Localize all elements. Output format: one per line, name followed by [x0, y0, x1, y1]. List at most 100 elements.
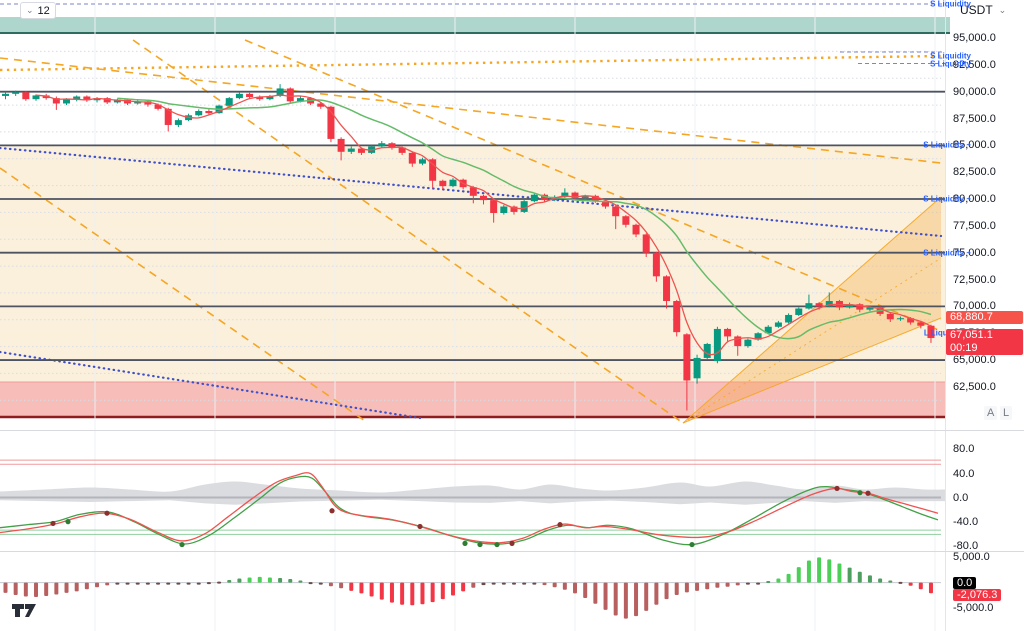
candle [266, 95, 274, 100]
price-scale-currency-button[interactable]: USDT ⌄ [956, 2, 1011, 18]
histogram-bar [206, 582, 211, 585]
histogram-bar [430, 582, 435, 603]
liquidity-label: S Liquidity [930, 0, 971, 9]
axis-label: 65,000.0 [953, 354, 996, 367]
candle [113, 99, 121, 103]
histogram-bar [64, 582, 69, 593]
histogram-value-badge: -2,076.3 [953, 588, 1002, 601]
candle [103, 98, 111, 103]
histogram-bar [857, 571, 862, 583]
candle [581, 195, 589, 198]
axis-label: 95,000.0 [953, 32, 996, 44]
histogram-bar [105, 582, 110, 586]
histogram-bar [288, 578, 293, 583]
histogram-bar [3, 582, 8, 593]
histogram-bar [623, 582, 628, 619]
histogram-bar [928, 582, 933, 594]
candle [642, 234, 650, 253]
histogram-bar [735, 582, 740, 586]
signal-dot [865, 490, 871, 496]
signal-dot [65, 519, 71, 525]
candle [724, 328, 732, 337]
histogram-bar [389, 582, 394, 603]
candle [907, 318, 915, 323]
candle [917, 322, 925, 326]
liquidity-label: S Liquidity ~ [923, 140, 971, 150]
pane-separator-2[interactable] [0, 551, 1024, 552]
signal-dot [50, 520, 56, 527]
histogram-bar [888, 580, 893, 583]
tradingview-logo[interactable] [11, 602, 37, 618]
axis-label: 92,500.0 [953, 58, 996, 71]
histogram-bar [410, 582, 415, 606]
signal-dot [509, 540, 515, 546]
histogram-bar [115, 582, 120, 585]
histogram-bar [186, 582, 191, 585]
histogram-bar [74, 582, 79, 592]
candle [276, 88, 284, 96]
candle [164, 108, 172, 125]
pane-separator-1[interactable] [0, 430, 1024, 431]
signal-dot [689, 541, 695, 548]
histogram-bar [54, 582, 59, 595]
histogram-bar [359, 582, 364, 594]
signal-dot [857, 490, 863, 496]
histogram-bar [806, 560, 811, 583]
histogram-bar [837, 563, 842, 583]
axis-label: 70,000.0 [953, 300, 996, 313]
histogram-bar [756, 582, 761, 585]
candle [754, 333, 762, 340]
candle [246, 93, 254, 98]
histogram-bar [715, 582, 720, 588]
signal-dot [557, 522, 563, 528]
histogram-bar [522, 582, 527, 585]
candle [530, 194, 538, 202]
chevron-down-icon: ⌄ [26, 5, 34, 15]
histogram-bar [644, 582, 649, 611]
candle [337, 138, 345, 152]
candle [256, 97, 264, 100]
slow-ma-line [117, 97, 932, 340]
candle [927, 325, 935, 339]
histogram-bar [817, 557, 822, 583]
histogram-bar [135, 582, 140, 585]
histogram-bar [237, 578, 242, 583]
candle [805, 303, 813, 309]
axis-label: 75,000.0 [953, 246, 996, 259]
histogram-bar [491, 582, 496, 585]
liquidity-label: S Liquidity ~ [923, 248, 971, 258]
pink-zone [0, 382, 945, 417]
candle [856, 304, 864, 310]
candle [886, 313, 894, 320]
bar-countdown: 00:19 [950, 342, 978, 354]
candle [561, 192, 569, 197]
interval-selector-button[interactable]: ⌄ 12 [20, 2, 56, 19]
histogram-bar [532, 582, 537, 585]
candle [866, 307, 874, 310]
candle [571, 192, 579, 198]
candle [469, 187, 477, 196]
candle [2, 93, 9, 96]
histogram-bar [257, 576, 262, 583]
signal-dot [462, 540, 468, 546]
candle [347, 148, 355, 152]
candle [235, 93, 243, 99]
axis-label: 85,000.0 [953, 139, 996, 152]
candle [510, 206, 518, 212]
histogram-bar [349, 582, 354, 591]
histogram-bar [695, 582, 700, 591]
histogram-bar [481, 582, 486, 586]
candle [663, 276, 671, 302]
liquidity-label: S Liquidity [930, 51, 971, 61]
signal-dot [104, 510, 110, 516]
fast-ma-line [35, 94, 932, 356]
histogram-bar [125, 582, 130, 585]
log-scale-button[interactable]: L [1000, 406, 1013, 420]
candle [479, 195, 487, 201]
signal-dot [179, 541, 185, 548]
histogram-bar [145, 582, 150, 585]
auto-scale-button[interactable]: A [984, 406, 998, 420]
histogram-bar [878, 578, 883, 583]
candle [774, 322, 782, 327]
